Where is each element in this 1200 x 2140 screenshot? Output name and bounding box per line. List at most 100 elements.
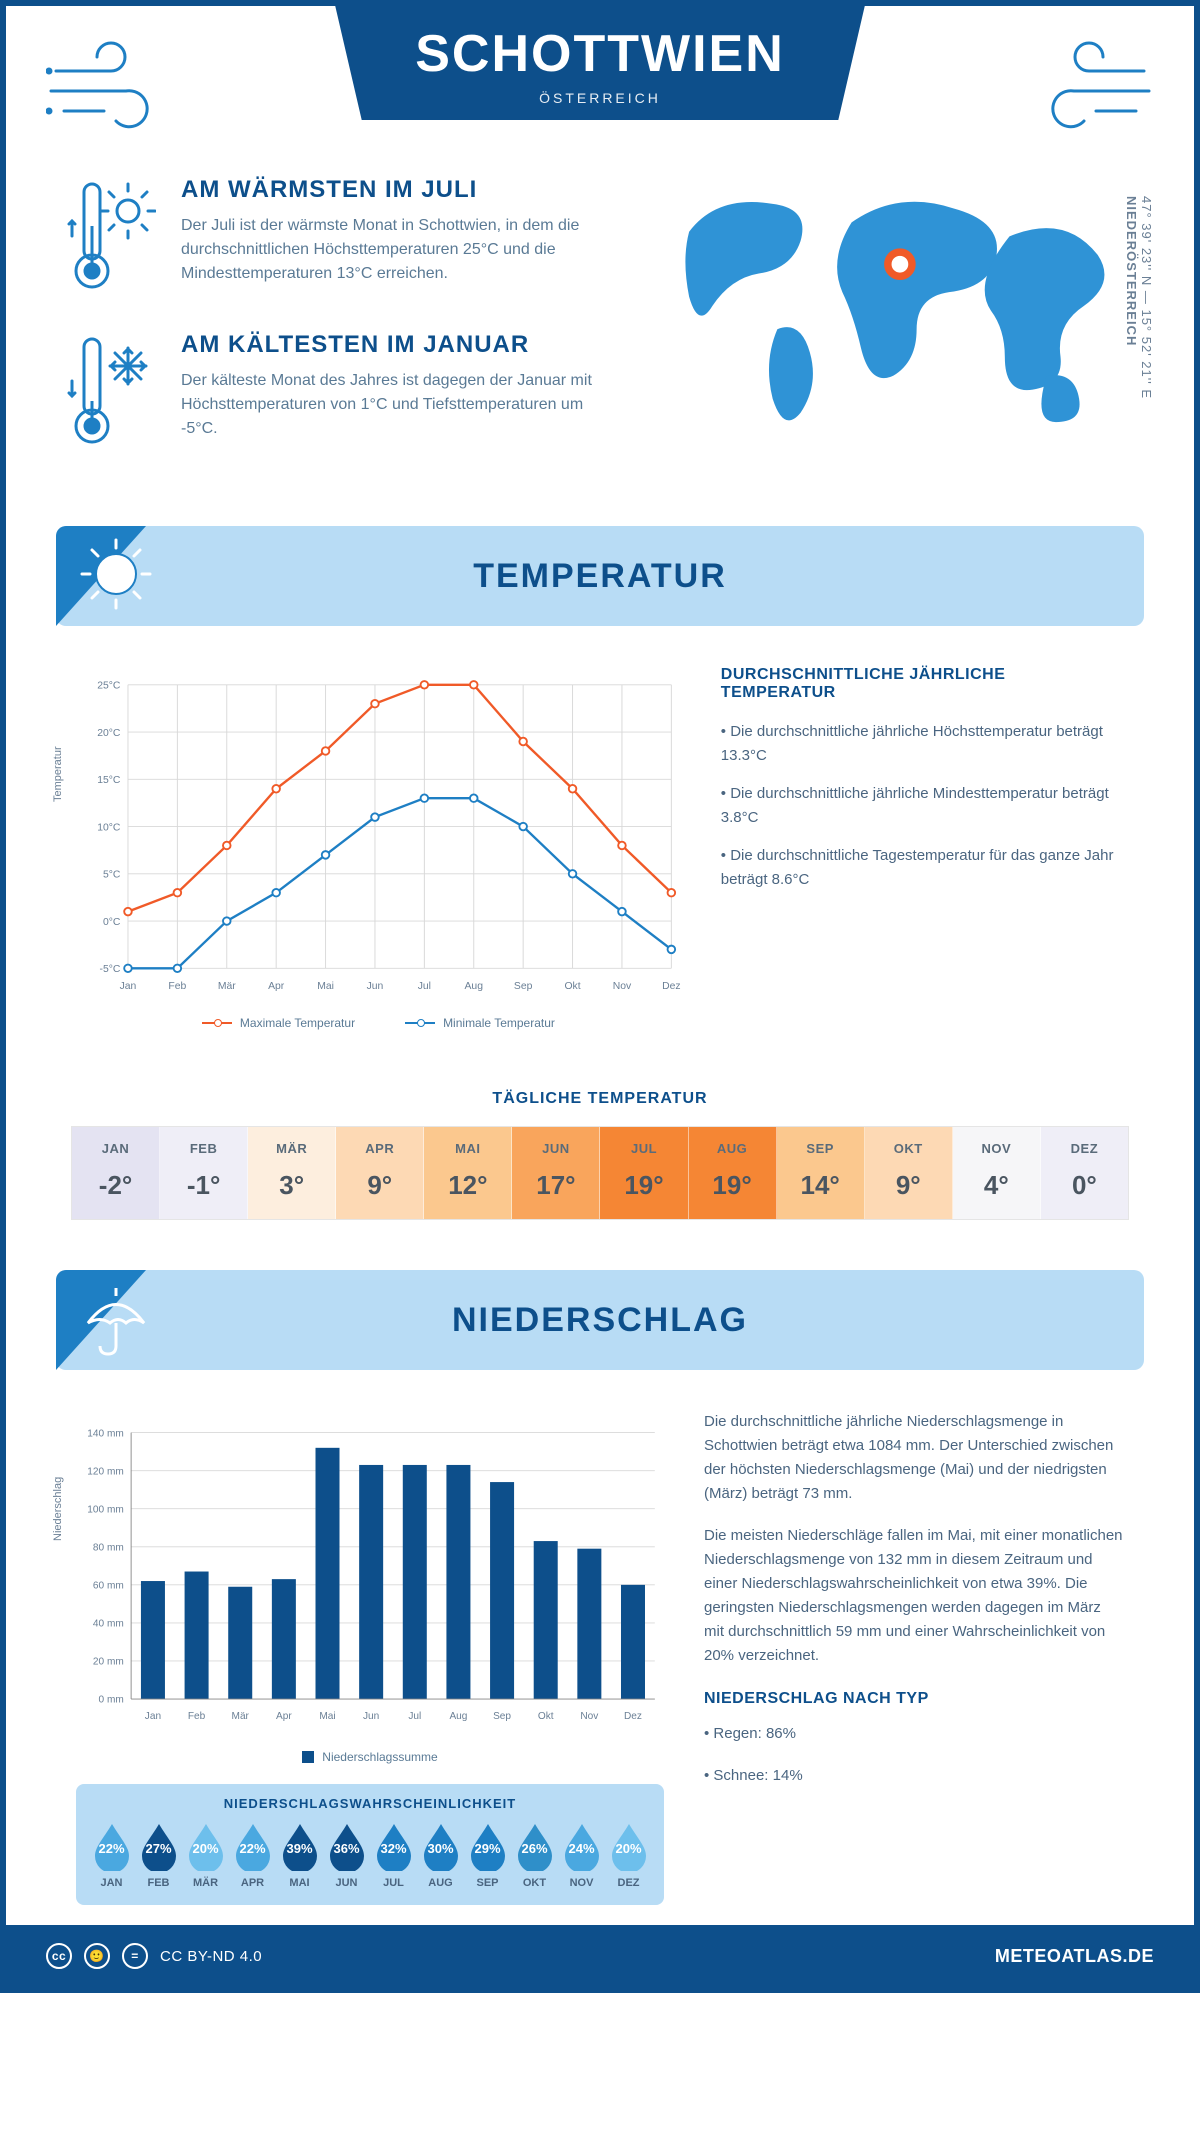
- svg-text:Mai: Mai: [319, 1711, 335, 1722]
- svg-text:Jul: Jul: [408, 1711, 421, 1722]
- footer-license: cc 🙂 = CC BY-ND 4.0: [46, 1943, 262, 1969]
- precip-legend: Niederschlagssumme: [76, 1750, 664, 1764]
- precip-type2: • Schnee: 14%: [704, 1764, 1124, 1788]
- svg-text:80 mm: 80 mm: [93, 1542, 124, 1553]
- svg-text:Aug: Aug: [449, 1711, 467, 1722]
- by-icon: 🙂: [84, 1943, 110, 1969]
- temp-info-b2: • Die durchschnittliche jährliche Mindes…: [721, 782, 1124, 830]
- prob-cell: 20%DEZ: [607, 1821, 650, 1889]
- svg-text:0°C: 0°C: [103, 917, 121, 928]
- coords-value: 47° 39' 23'' N — 15° 52' 21'' E: [1139, 196, 1154, 399]
- precip-p1: Die durchschnittliche jährliche Niedersc…: [704, 1410, 1124, 1506]
- nd-icon: =: [122, 1943, 148, 1969]
- probability-panel: NIEDERSCHLAGSWAHRSCHEINLICHKEIT 22%JAN27…: [76, 1784, 664, 1905]
- temperature-banner: TEMPERATUR: [56, 526, 1144, 626]
- prob-cell: 22%APR: [231, 1821, 274, 1889]
- prob-cell: 24%NOV: [560, 1821, 603, 1889]
- svg-text:Jun: Jun: [367, 981, 384, 992]
- svg-text:100 mm: 100 mm: [87, 1504, 123, 1515]
- precip-bar-chart: 0 mm20 mm40 mm60 mm80 mm100 mm120 mm140 …: [76, 1410, 664, 1740]
- svg-text:Mai: Mai: [317, 981, 334, 992]
- daily-temp-cell: OKT9°: [865, 1127, 953, 1219]
- coordinates: 47° 39' 23'' N — 15° 52' 21'' E NIEDERÖS…: [1124, 196, 1154, 399]
- warmest-title: AM WÄRMSTEN IM JULI: [181, 176, 604, 204]
- header: SCHOTTWIEN ÖSTERREICH: [6, 6, 1194, 156]
- temp-y-label: Temperatur: [52, 746, 64, 802]
- prob-cell: 36%JUN: [325, 1821, 368, 1889]
- precip-banner: NIEDERSCHLAG: [56, 1270, 1144, 1370]
- license-text: CC BY-ND 4.0: [160, 1948, 262, 1965]
- svg-text:Feb: Feb: [168, 981, 186, 992]
- svg-text:5°C: 5°C: [103, 870, 121, 881]
- daily-temp-cell: DEZ0°: [1041, 1127, 1128, 1219]
- svg-text:20 mm: 20 mm: [93, 1657, 124, 1668]
- umbrella-icon: [76, 1278, 156, 1358]
- precip-type-title: NIEDERSCHLAG NACH TYP: [704, 1686, 1124, 1712]
- svg-text:Jul: Jul: [418, 981, 431, 992]
- daily-temp-cell: JUL19°: [600, 1127, 688, 1219]
- daily-temp-title: TÄGLICHE TEMPERATUR: [6, 1090, 1194, 1108]
- prob-cell: 27%FEB: [137, 1821, 180, 1889]
- prob-cell: 39%MAI: [278, 1821, 321, 1889]
- svg-text:Dez: Dez: [624, 1711, 642, 1722]
- sun-icon: [76, 534, 156, 614]
- temperature-section: Temperatur -5°C0°C5°C10°C15°C20°C25°CJan…: [6, 626, 1194, 1060]
- page-title: SCHOTTWIEN: [415, 24, 785, 84]
- title-banner: SCHOTTWIEN ÖSTERREICH: [335, 6, 865, 120]
- svg-text:Apr: Apr: [268, 981, 285, 992]
- footer: cc 🙂 = CC BY-ND 4.0 METEOATLAS.DE: [6, 1925, 1194, 1987]
- legend-max: Maximale Temperatur: [240, 1016, 355, 1030]
- daily-temp-cell: APR9°: [336, 1127, 424, 1219]
- prob-cell: 29%SEP: [466, 1821, 509, 1889]
- temperature-chart: Temperatur -5°C0°C5°C10°C15°C20°C25°CJan…: [76, 666, 681, 1030]
- map-panel: 47° 39' 23'' N — 15° 52' 21'' E NIEDERÖS…: [644, 176, 1134, 486]
- svg-text:Apr: Apr: [276, 1711, 292, 1722]
- region-value: NIEDERÖSTERREICH: [1124, 196, 1139, 346]
- svg-text:Nov: Nov: [613, 981, 632, 992]
- temp-info-b1: • Die durchschnittliche jährliche Höchst…: [721, 720, 1124, 768]
- daily-temp-cell: FEB-1°: [160, 1127, 248, 1219]
- temp-line-chart: -5°C0°C5°C10°C15°C20°C25°CJanFebMärAprMa…: [76, 666, 681, 1006]
- precip-title-text: NIEDERSCHLAG: [452, 1301, 748, 1340]
- thermometer-cold-icon: [66, 331, 156, 451]
- daily-temp-cell: JAN-2°: [72, 1127, 160, 1219]
- svg-text:Mär: Mär: [232, 1711, 250, 1722]
- cc-icon: cc: [46, 1943, 72, 1969]
- coldest-fact: AM KÄLTESTEN IM JANUAR Der kälteste Mona…: [66, 331, 604, 451]
- svg-text:Okt: Okt: [538, 1711, 554, 1722]
- coldest-title: AM KÄLTESTEN IM JANUAR: [181, 331, 604, 359]
- svg-text:Feb: Feb: [188, 1711, 206, 1722]
- daily-temp-cell: AUG19°: [689, 1127, 777, 1219]
- svg-text:Jan: Jan: [145, 1711, 161, 1722]
- svg-text:0 mm: 0 mm: [99, 1695, 124, 1706]
- intro-facts: AM WÄRMSTEN IM JULI Der Juli ist der wär…: [66, 176, 604, 486]
- country-label: ÖSTERREICH: [415, 90, 785, 106]
- svg-text:Dez: Dez: [662, 981, 680, 992]
- prob-title: NIEDERSCHLAGSWAHRSCHEINLICHKEIT: [90, 1796, 650, 1811]
- temp-info-title: DURCHSCHNITTLICHE JÄHRLICHE TEMPERATUR: [721, 666, 1124, 702]
- svg-text:Mär: Mär: [218, 981, 236, 992]
- precip-text: Die durchschnittliche jährliche Niedersc…: [704, 1410, 1124, 1905]
- svg-text:140 mm: 140 mm: [87, 1428, 123, 1439]
- prob-cell: 22%JAN: [90, 1821, 133, 1889]
- intro-section: AM WÄRMSTEN IM JULI Der Juli ist der wär…: [6, 156, 1194, 526]
- prob-cell: 26%OKT: [513, 1821, 556, 1889]
- daily-temp-cell: MÄR3°: [248, 1127, 336, 1219]
- wind-icon-right: [1014, 36, 1154, 136]
- warmest-text: Der Juli ist der wärmste Monat in Schott…: [181, 214, 604, 286]
- precip-chart: Niederschlag 0 mm20 mm40 mm60 mm80 mm100…: [76, 1410, 664, 1740]
- coldest-text: Der kälteste Monat des Jahres ist dagege…: [181, 369, 604, 441]
- svg-text:15°C: 15°C: [97, 775, 121, 786]
- svg-text:-5°C: -5°C: [100, 964, 121, 975]
- prob-cell: 20%MÄR: [184, 1821, 227, 1889]
- legend-min: Minimale Temperatur: [443, 1016, 555, 1030]
- svg-text:20°C: 20°C: [97, 728, 121, 739]
- daily-temp-grid: JAN-2°FEB-1°MÄR3°APR9°MAI12°JUN17°JUL19°…: [71, 1126, 1129, 1220]
- thermometer-hot-icon: [66, 176, 156, 296]
- svg-text:Nov: Nov: [580, 1711, 599, 1722]
- svg-text:60 mm: 60 mm: [93, 1581, 124, 1592]
- svg-text:40 mm: 40 mm: [93, 1619, 124, 1630]
- svg-text:Jan: Jan: [120, 981, 137, 992]
- daily-temp-cell: NOV4°: [953, 1127, 1041, 1219]
- svg-text:Jun: Jun: [363, 1711, 379, 1722]
